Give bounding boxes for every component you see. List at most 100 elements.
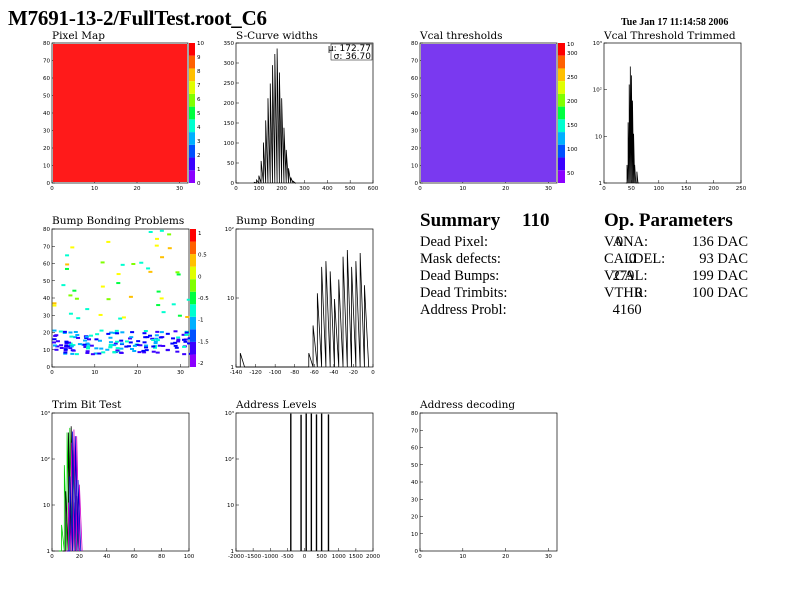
pixel-map-colorbar-cell	[189, 81, 195, 94]
bump-problems-cell	[100, 285, 105, 288]
vcal_trim-xtick-label: 150	[681, 186, 692, 192]
bump-problems-cell	[61, 284, 66, 287]
scurve-ytick-label: 50	[227, 161, 234, 167]
pixel-map-colorbar-cell	[189, 144, 195, 158]
bump-problems-cell	[170, 342, 175, 345]
bump-problems-cell	[68, 294, 73, 297]
vcal-ytick-label: 0	[415, 181, 419, 187]
summary-label: Dead Bumps:	[420, 268, 500, 284]
bump-problems-cell	[75, 333, 80, 336]
vcal_trim-xtick-label: 0	[602, 186, 606, 192]
bump-problems-cell	[142, 332, 147, 335]
bump_problems-ytick-label: 0	[47, 365, 51, 371]
scurve-ytick-label: 300	[224, 61, 235, 67]
bump-problems-cell	[144, 346, 149, 349]
bump-xtick-label: -20	[349, 370, 358, 376]
bump-problems-title: Bump Bonding Problems	[52, 215, 185, 227]
scurve-title: S-Curve widths	[236, 30, 318, 42]
trim_bit-xtick-label: 60	[131, 554, 138, 560]
bump-problems-cell	[156, 290, 161, 293]
bump-problems-cell	[52, 302, 57, 305]
bump-problems-cell	[181, 338, 186, 341]
bump-problems-cell	[185, 316, 190, 319]
trim_bit-xtick-label: 100	[184, 554, 195, 560]
bump-problems-cell	[124, 340, 129, 343]
pixel-map-ztick-label: 8	[197, 69, 201, 75]
addr_levels-xtick-label: -500	[281, 554, 294, 560]
bump-problems-cell	[82, 343, 87, 346]
summary-row: Dead Pixel: 0	[420, 234, 623, 251]
vcal-ytick-label: 50	[411, 94, 418, 100]
bump-problems-cell	[99, 329, 104, 332]
bump-problems-cell	[186, 298, 191, 301]
vcal-ztick-label: 250	[567, 75, 578, 81]
bump-problems-cell	[157, 344, 162, 347]
vcal-trim-title: Vcal Threshold Trimmed	[604, 30, 736, 42]
vcal-colorbar-cell	[558, 170, 565, 183]
scurve-xtick-label: 200	[276, 186, 287, 192]
bump_problems-ytick-label: 40	[43, 296, 50, 302]
pixel_map-ytick-label: 50	[43, 94, 50, 100]
summary-value: 279	[612, 268, 635, 284]
pixel-map-ztick-label: 9	[197, 55, 201, 61]
bump-problems-cell	[151, 345, 156, 348]
vcal-xtick-label: 20	[502, 186, 509, 192]
vcal-xtick-label: 0	[418, 186, 422, 192]
bump-problems-cell	[165, 332, 170, 335]
addr_decoding-xtick-label: 0	[418, 554, 422, 560]
summary-value: 0	[628, 251, 636, 267]
scurve-series-line	[253, 48, 296, 185]
bump-problems-cell	[155, 351, 160, 354]
page-title: M7691-13-2/FullTest.root_C6	[8, 6, 267, 30]
vcal-ztick-label: 300	[567, 51, 578, 57]
bump-problems-cell	[132, 350, 137, 353]
bump-problems-cell	[94, 338, 99, 341]
summary-value: 4160	[612, 302, 642, 318]
vcal-xtick-label: 30	[545, 186, 552, 192]
bump-ytick-label: 10²	[225, 226, 234, 233]
scurve-ytick-label: 200	[224, 101, 235, 107]
timestamp: Tue Jan 17 11:14:58 2006	[621, 17, 729, 28]
trim_bit-ytick-label: 10	[43, 503, 50, 509]
bump-problems-cell	[182, 353, 187, 356]
bump-problems-cell	[94, 347, 99, 350]
bump-problems-cell	[184, 331, 189, 334]
addr_decoding-ytick-label: 30	[411, 497, 418, 503]
vcal_trim-ytick-label: 1	[599, 181, 603, 187]
bump-problems-cell	[130, 347, 135, 350]
bump-problems-colorbar-cell	[190, 291, 196, 305]
summary-value: 0	[615, 234, 624, 250]
bump-problems-colorbar-cell	[190, 229, 196, 242]
bump-problems-cell	[119, 347, 124, 350]
bump-problems-cell	[113, 342, 118, 345]
bump-problems-cell	[109, 331, 114, 334]
bump-problems-colorbar-cell	[190, 279, 196, 292]
bump-problems-cell	[120, 263, 125, 266]
bump-problems-cell	[137, 351, 142, 354]
op-param-label: VANA:	[604, 234, 649, 250]
addr_decoding-ytick-label: 0	[415, 549, 419, 555]
bump_problems-ytick-label: 70	[43, 244, 50, 250]
bump-problems-cell	[159, 331, 164, 334]
bump-problems-cell	[52, 338, 57, 341]
summary-value: 0	[635, 285, 643, 301]
addr_levels-xtick-label: 1500	[349, 554, 363, 560]
bump-ytick-label: 10	[227, 296, 234, 302]
bump-problems-colorbar-cell	[190, 241, 196, 255]
vcal-colorbar-cell	[558, 119, 565, 133]
bump-problems-cell	[159, 229, 164, 232]
summary-label: Dead Pixel:	[420, 234, 489, 250]
bump-problems-cell	[118, 351, 123, 354]
bump-problems-cell	[97, 339, 102, 342]
bump-problems-cell	[70, 246, 75, 249]
bump-problems-cell	[55, 345, 60, 348]
scurve-xtick-label: 600	[368, 186, 379, 192]
addr_decoding-ytick-label: 20	[411, 515, 418, 521]
pixel-map-colorbar-cell	[189, 43, 195, 56]
bump-xtick-label: -60	[310, 370, 319, 376]
vcal_trim-ytick-label: 10²	[593, 87, 602, 94]
pixel_map-ytick-label: 10	[43, 164, 50, 170]
bump_problems-ytick-label: 50	[43, 279, 50, 285]
vcal-ytick-label: 80	[411, 41, 418, 47]
bump-problems-cell	[174, 346, 179, 349]
